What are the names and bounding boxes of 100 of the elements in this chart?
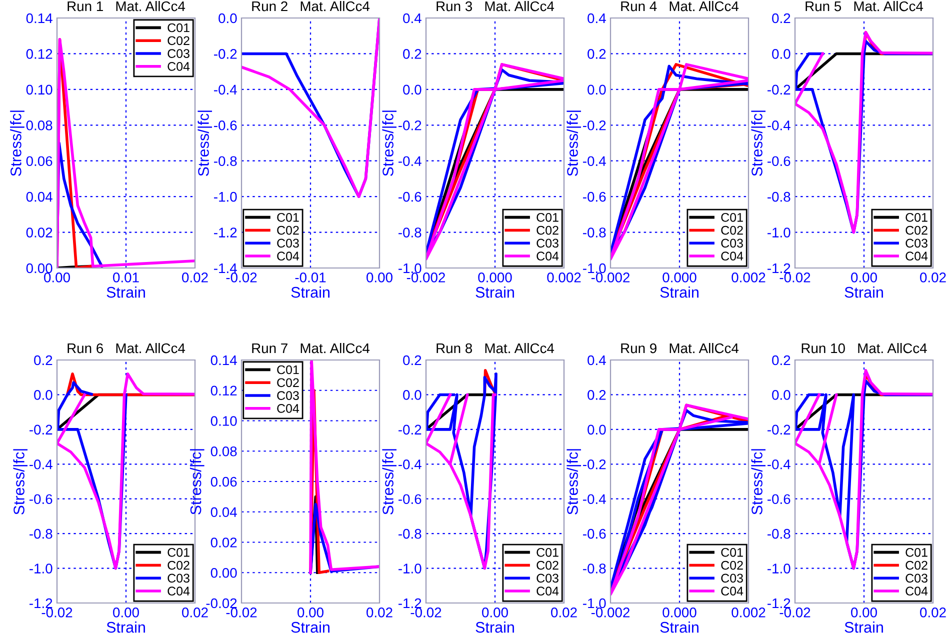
- y-axis-title: Stress/|fc|: [190, 449, 204, 514]
- legend-label: C03: [721, 574, 743, 583]
- y-tick-label: 0.2: [34, 355, 52, 366]
- y-tick-label: 0.2: [588, 390, 606, 400]
- x-axis-title: Strain: [660, 622, 698, 633]
- legend-label: C04: [721, 252, 744, 261]
- y-tick-label: -1.4: [214, 263, 237, 274]
- y-axis-title: Stress/|fc|: [10, 110, 24, 176]
- x-tick-label: 0.01: [113, 272, 139, 282]
- x-axis-title: Strain: [844, 622, 883, 633]
- y-tick-label: -0.8: [30, 528, 52, 539]
- y-tick-label: 0.12: [26, 49, 52, 59]
- y-tick-label: -1.0: [768, 228, 790, 238]
- x-tick-label: -0.01: [295, 272, 326, 282]
- legend-label: C02: [277, 226, 299, 235]
- y-axis-title: Stress/|fc|: [751, 110, 766, 176]
- y-tick-label: 0.0: [403, 390, 422, 400]
- x-tick-label: 0.000: [478, 272, 512, 282]
- legend-label: C04: [536, 252, 559, 261]
- x-tick-label: 0.02: [920, 272, 946, 282]
- y-tick-label: 0.0: [772, 390, 790, 400]
- legend-label: C01: [906, 548, 928, 557]
- y-tick-label: 0.4: [588, 13, 606, 24]
- legend-label: C04: [906, 252, 928, 261]
- y-tick-label: -1.2: [30, 598, 52, 608]
- x-tick-label: -0.02: [42, 608, 72, 618]
- legend-label: C04: [168, 586, 190, 596]
- x-axis-title: Strain: [476, 286, 514, 298]
- chart-title: Run 4 Mat. AllCc4: [621, 0, 739, 12]
- y-tick-label: 0.00: [210, 568, 237, 578]
- y-tick-label: 0.0: [772, 49, 790, 59]
- x-tick-label: 0.00: [482, 608, 508, 618]
- legend-label: C03: [168, 49, 190, 58]
- x-tick-label: 0.000: [662, 608, 696, 618]
- x-tick-label: -0.002: [591, 272, 630, 282]
- legend-label: C03: [536, 238, 558, 248]
- chart-title: Run 3 Mat. AllCc4: [436, 0, 554, 12]
- y-tick-label: -1.0: [583, 598, 606, 608]
- y-tick-label: 0.08: [210, 446, 237, 456]
- legend-label: C03: [906, 574, 928, 583]
- y-tick-label: -0.2: [583, 120, 606, 130]
- legend-label: C02: [168, 36, 190, 46]
- y-tick-label: -1.2: [398, 598, 422, 608]
- y-tick-label: -1.2: [768, 263, 790, 274]
- x-tick-label: 0.00: [298, 608, 324, 618]
- y-axis-title: Stress/|fc|: [382, 110, 397, 176]
- legend-label: C02: [721, 560, 743, 570]
- y-tick-label: 0.4: [588, 355, 606, 366]
- x-tick-label: -0.002: [591, 608, 630, 618]
- y-tick-label: 0.2: [772, 13, 790, 24]
- y-tick-label: -0.2: [214, 49, 237, 59]
- y-tick-label: 0.08: [26, 120, 52, 130]
- legend-label: C02: [906, 226, 928, 235]
- legend-label: C04: [906, 586, 928, 596]
- x-axis-title: Strain: [291, 622, 330, 633]
- y-tick-label: -0.6: [583, 528, 606, 539]
- y-tick-label: -0.2: [768, 424, 790, 435]
- y-tick-label: 0.02: [26, 228, 52, 238]
- x-tick-label: -0.02: [780, 608, 810, 618]
- y-tick-label: -0.6: [398, 192, 422, 202]
- legend-label: C02: [536, 560, 558, 570]
- y-tick-label: -0.4: [214, 84, 237, 95]
- x-tick-label: 0.002: [732, 608, 766, 618]
- y-tick-label: 0.00: [26, 263, 52, 274]
- legend-label: C01: [168, 548, 190, 557]
- legend-label: C02: [721, 226, 743, 235]
- legend-label: C01: [277, 365, 299, 374]
- legend-label: C04: [536, 586, 559, 596]
- legend-label: C01: [168, 23, 190, 32]
- x-tick-label: 0.02: [551, 608, 577, 618]
- x-tick-label: -0.02: [226, 608, 257, 618]
- x-tick-label: 0.00: [366, 272, 392, 282]
- legend-label: C03: [277, 391, 299, 400]
- y-tick-label: -1.2: [768, 598, 790, 608]
- y-tick-label: 0.04: [210, 507, 237, 518]
- x-tick-label: 0.000: [662, 272, 696, 282]
- y-tick-label: 0.06: [26, 156, 52, 166]
- legend-label: C02: [536, 226, 558, 235]
- y-tick-label: -0.4: [768, 120, 790, 130]
- x-tick-label: 0.002: [547, 272, 581, 282]
- x-tick-label: 0.02: [182, 272, 208, 282]
- y-tick-label: -0.02: [206, 598, 237, 608]
- y-axis-title: Stress/|fc|: [382, 449, 397, 514]
- x-axis-title: Strain: [291, 286, 330, 298]
- y-tick-label: 0.2: [588, 49, 606, 59]
- y-tick-label: -0.2: [30, 424, 52, 435]
- y-tick-label: 0.02: [210, 538, 237, 548]
- legend-label: C03: [168, 574, 190, 583]
- x-tick-label: 0.02: [366, 608, 392, 618]
- y-tick-label: 0.12: [210, 386, 237, 396]
- legend-label: C04: [277, 252, 300, 261]
- legend-label: C01: [906, 212, 928, 222]
- y-tick-label: -1.0: [768, 564, 790, 574]
- y-tick-label: 0.14: [26, 13, 52, 24]
- y-tick-label: 0.2: [772, 355, 790, 366]
- chart-title: Run 1 Mat. AllCc4: [68, 0, 186, 12]
- y-tick-label: 0.14: [210, 355, 237, 366]
- x-tick-label: 0.02: [920, 608, 946, 618]
- legend-label: C03: [721, 238, 743, 248]
- y-tick-label: -0.8: [768, 528, 790, 539]
